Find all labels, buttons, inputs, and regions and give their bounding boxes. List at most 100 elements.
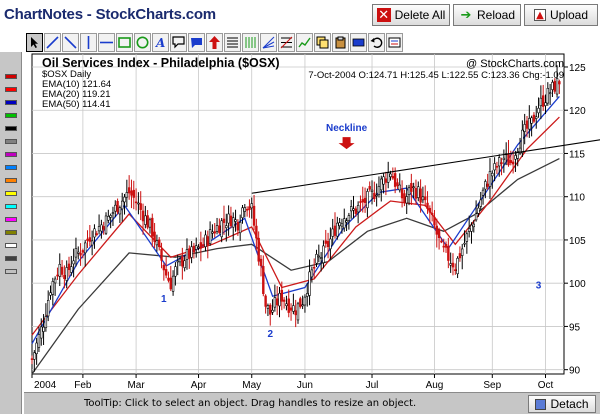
drawing-toolbar: A: [26, 33, 403, 53]
price-bar-body: [65, 267, 68, 281]
price-bar-body: [553, 80, 556, 92]
rectangle-tool[interactable]: [116, 33, 133, 52]
color-swatch[interactable]: [5, 74, 17, 79]
x-tick-label: May: [242, 380, 261, 391]
price-bar-body: [461, 248, 464, 256]
callout-icon: [172, 36, 185, 49]
price-bar-body: [421, 196, 425, 201]
price-bar-body: [153, 231, 156, 242]
ellipse-tool[interactable]: [134, 33, 151, 52]
color-swatch[interactable]: [5, 87, 17, 92]
fibonacci-tool[interactable]: [278, 33, 295, 52]
price-bar-body: [44, 316, 48, 329]
vertical-line-tool[interactable]: [80, 33, 97, 52]
fan-tool[interactable]: [260, 33, 277, 52]
price-bar-body: [241, 207, 244, 219]
horizontal-line-tool[interactable]: [98, 33, 115, 52]
price-bar-body: [144, 215, 147, 225]
title-bar: ChartNotes - StockCharts.com ✕ Delete Al…: [0, 0, 600, 32]
color-swatch[interactable]: [5, 204, 17, 209]
line-tool[interactable]: [44, 33, 61, 52]
price-bar-body: [148, 219, 152, 228]
fibonacci-icon: [280, 36, 293, 49]
arrow-tool[interactable]: [206, 33, 223, 52]
delete-all-button[interactable]: ✕ Delete All: [372, 4, 450, 26]
price-bar-body: [315, 253, 318, 264]
arrow-up-icon: [209, 36, 220, 49]
price-bar-body: [183, 260, 186, 269]
upload-icon: ▲: [533, 9, 546, 21]
price-bar-body: [139, 203, 142, 210]
diagonal-line-icon: [64, 36, 77, 49]
color-swatch[interactable]: [5, 139, 17, 144]
price-bar-body: [558, 81, 561, 85]
price-bar-body: [361, 199, 364, 203]
vertical-lines-icon: [245, 37, 256, 48]
ema10-line: [31, 95, 560, 345]
color-swatch[interactable]: [5, 152, 17, 157]
detach-button[interactable]: Detach: [528, 395, 596, 413]
price-bar-body: [424, 196, 427, 201]
comment-tool[interactable]: [188, 33, 205, 52]
select-tool[interactable]: [26, 33, 43, 52]
price-bar-body: [403, 193, 406, 203]
upload-button[interactable]: ▲ Upload: [524, 4, 598, 26]
price-bar-body: [319, 257, 323, 259]
color-swatch[interactable]: [5, 243, 17, 248]
price-bar-body: [366, 191, 369, 209]
paste-tool[interactable]: [332, 33, 349, 52]
price-bar-body: [206, 236, 209, 246]
color-swatch[interactable]: [5, 165, 17, 170]
price-bar-body: [158, 239, 161, 248]
undo-icon: [370, 37, 383, 48]
color-palette: [0, 52, 22, 414]
price-bar-body: [259, 258, 263, 267]
price-bar-body: [30, 358, 34, 360]
price-chart[interactable]: Neckline 1 2 3 90 95 100 105 110 115 120 125 2004 Fe…: [24, 52, 600, 392]
price-bar-body: [349, 206, 353, 212]
price-bar-body: [523, 124, 526, 132]
color-swatch[interactable]: [5, 217, 17, 222]
price-bar-body: [528, 118, 531, 130]
price-bar-body: [331, 228, 334, 237]
color-swatch[interactable]: [5, 100, 17, 105]
price-bar-body: [417, 186, 420, 198]
price-bar-body: [396, 182, 399, 186]
text-tool[interactable]: A: [152, 33, 169, 52]
reload-button[interactable]: ➔ Reload: [453, 4, 521, 26]
clear-tool[interactable]: [386, 33, 403, 52]
price-bar-body: [419, 188, 422, 203]
price-bar-body: [171, 275, 175, 292]
trend-tool[interactable]: [296, 33, 313, 52]
price-bar-body: [289, 307, 293, 311]
color-swatch[interactable]: [5, 126, 17, 131]
price-bar-body: [275, 298, 279, 306]
color-swatch[interactable]: [5, 269, 17, 274]
color-swatch[interactable]: [5, 178, 17, 183]
price-bar-body: [548, 92, 552, 95]
color-swatch[interactable]: [5, 191, 17, 196]
price-bar-body: [329, 238, 332, 250]
price-bar-body: [79, 252, 82, 256]
line-tool-2[interactable]: [62, 33, 79, 52]
price-bar-body: [454, 269, 457, 271]
copy-tool[interactable]: [314, 33, 331, 52]
price-bar-body: [437, 229, 441, 239]
price-bar-body: [58, 263, 61, 277]
price-bar-body: [375, 194, 378, 197]
move-tool[interactable]: [350, 33, 367, 52]
color-swatch[interactable]: [5, 230, 17, 235]
y-tick-label: 95: [569, 322, 581, 333]
horizontal-lines-tool[interactable]: [224, 33, 241, 52]
price-bar-body: [234, 219, 237, 222]
color-swatch[interactable]: [5, 256, 17, 261]
undo-tool[interactable]: [368, 33, 385, 52]
price-bar-body: [539, 97, 543, 107]
color-swatch[interactable]: [5, 113, 17, 118]
callout-tool[interactable]: [170, 33, 187, 52]
price-bar-body: [516, 151, 519, 159]
vertical-lines-tool[interactable]: [242, 33, 259, 52]
move-icon: [352, 38, 365, 47]
price-bar-body: [377, 186, 381, 195]
